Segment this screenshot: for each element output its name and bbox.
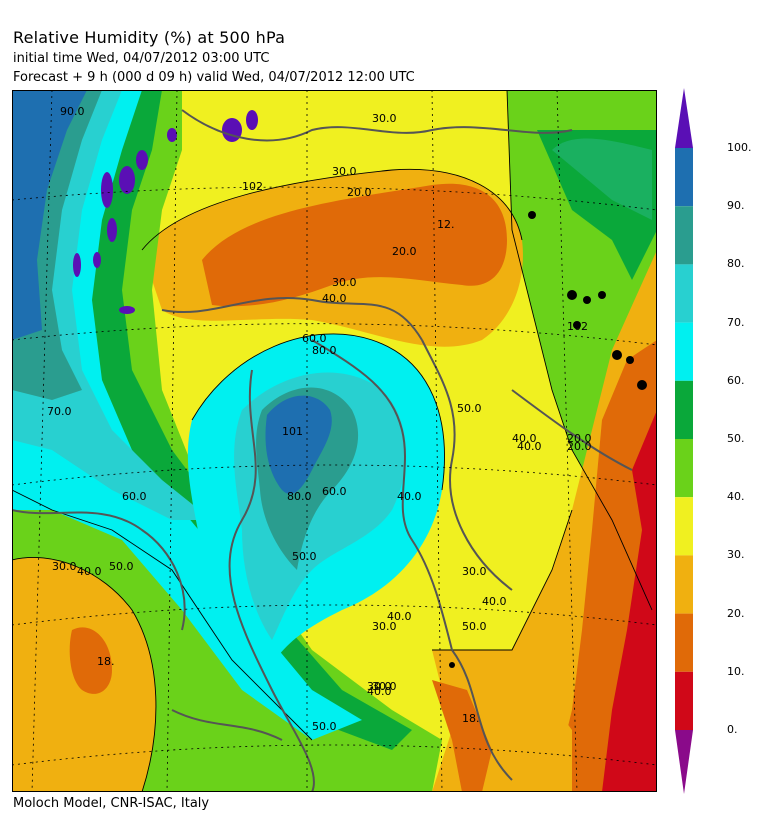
legend-level-label: 40. [727,490,745,504]
contour-labels: 90.0 30.0 30.0 20.0 12. 20.0 30.0 40.0 6… [47,105,592,733]
contour-label: 30.0 [367,680,392,693]
contour-label: 18. [97,655,115,668]
contour-label: 30.0 [332,165,357,178]
country-borders [12,109,633,792]
contour-label: 20.0 [347,186,372,199]
contour-label: 40.0 [517,440,542,453]
contour-label: 30.0 [462,565,487,578]
legend-swatch-80_90 [675,206,693,265]
color-legend-bar [675,88,693,794]
contour-label: 30.0 [372,620,397,633]
contour-label: 60.0 [322,485,347,498]
contour-label: 90.0 [60,105,85,118]
legend-level-label: 10. [727,664,745,678]
humidity-90-100-region [12,90,87,340]
map-title: Relative Humidity (%) at 500 hPa [13,28,286,47]
humidity-10-20-region [69,627,112,694]
model-credit: Moloch Model, CNR-ISAC, Italy [13,796,210,811]
contour-label: 50.0 [292,550,317,563]
contour-label: 80.0 [312,344,337,357]
initial-time: initial time Wed, 04/07/2012 03:00 UTC [13,51,270,66]
legend-level-label: 0. [727,723,738,736]
legend-swatch-10_20 [675,613,693,672]
legend-level-label: 60. [727,373,745,387]
humidity-90-100-region [265,395,332,494]
forecast-valid-time: Forecast + 9 h (000 d 09 h) valid Wed, 0… [13,70,415,85]
contour-label: 40.0 [77,565,102,578]
contour-label: 50.0 [457,402,482,415]
legend-swatch-60_70 [675,322,693,381]
contour-label: 40.0 [397,490,422,503]
contour-lines [12,90,653,792]
legend-swatch-30_40 [675,497,693,556]
contour-label: 60.0 [302,332,327,345]
contour-label: 30.0 [332,276,357,289]
contour-label: 20.0 [567,440,592,453]
contour-label: 101 [282,425,303,438]
legend-swatch-20_30 [675,555,693,614]
contour-noise-blobs [449,211,647,668]
legend-level-label: 100. [727,141,752,154]
legend-level-label: 80. [727,257,745,271]
contour-label: 50.0 [462,620,487,633]
contour-label: 18. [462,712,480,725]
legend-level-label: 50. [727,432,745,445]
contour-label: 40.0 [387,610,412,623]
humidity-50-60-region [12,90,412,750]
contour-label: 70.0 [47,405,72,418]
legend-swatch-0_10 [675,671,693,730]
map-frame [12,90,657,792]
contour-label: 102 [567,320,588,333]
contour-label: 20.0 [392,245,417,258]
contour-label: 80.0 [287,490,312,503]
humidity-0-10-region [602,410,657,792]
legend-swatch-70_80 [675,264,693,323]
contour-label: 30.0 [372,680,397,693]
legend-arrow-above-100 [675,88,693,148]
legend-swatch-40_50 [675,439,693,498]
legend-level-label: 20. [727,606,745,620]
contour-label: 30.0 [52,560,77,573]
legend-level-label: 30. [727,548,745,562]
contour-label: 50.0 [109,560,134,573]
contour-label: 40.0 [322,292,347,305]
humidity-map: 90.0 30.0 30.0 20.0 12. 20.0 30.0 40.0 6… [12,90,657,792]
contour-label: 20.0 [567,432,592,445]
contour-label: 40.0 [367,685,392,698]
contour-label: 40.0 [512,432,537,445]
humidity-above-100-patches [73,110,258,314]
legend-level-label: 70. [727,315,745,329]
contour-label: 102 [242,180,263,193]
humidity-10-20-region [202,183,507,307]
contour-label: 60.0 [122,490,147,503]
legend-arrow-below-0 [675,730,693,794]
humidity-10-20-region [432,680,492,792]
contour-label: 40.0 [482,595,507,608]
contour-label: 50.0 [312,720,337,733]
lat-lon-grid [12,90,657,792]
legend-swatch-90_100 [675,148,693,207]
contour-label: 30.0 [372,112,397,125]
humidity-50-60-region [552,138,652,220]
contour-label: 12. [437,218,455,231]
legend-level-label: 90. [727,199,745,213]
legend-swatch-50_60 [675,380,693,439]
